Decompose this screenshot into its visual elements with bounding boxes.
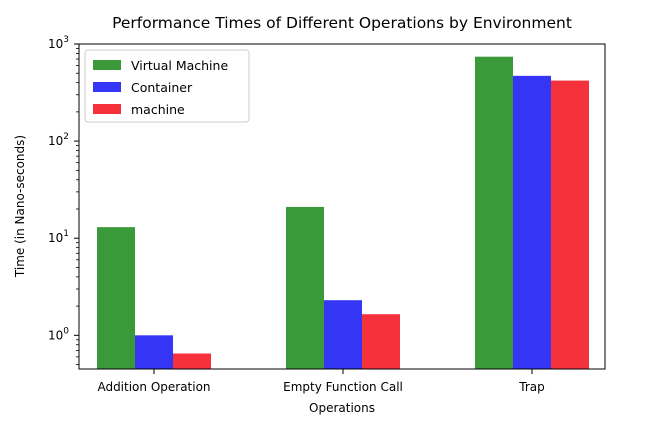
bar-container-0 — [135, 335, 173, 369]
x-tick-label-0: Addition Operation — [97, 380, 210, 394]
bar-virtual-machine-2 — [475, 56, 513, 369]
bar-virtual-machine-1 — [286, 206, 324, 369]
bars-group — [97, 56, 589, 370]
bar-virtual-machine-0 — [97, 227, 135, 369]
plot-frame — [78, 43, 606, 370]
bar-machine-2 — [551, 80, 589, 370]
y-tick-label-2: 102 — [48, 132, 69, 148]
legend: Virtual Machine Container machine — [84, 49, 250, 123]
y-axis-label: Time (in Nano-seconds) — [13, 135, 27, 278]
legend-label-1: Container — [131, 80, 193, 95]
y-axis: 100 101 102 103 — [48, 35, 79, 365]
x-axis-label: Operations — [309, 401, 375, 415]
x-tick-label-1: Empty Function Call — [283, 380, 403, 394]
bar-container-2 — [513, 75, 551, 370]
legend-box — [84, 49, 250, 123]
bar-machine-1 — [362, 314, 400, 369]
y-tick-label-3: 103 — [48, 35, 69, 51]
legend-swatch-0 — [93, 60, 121, 70]
x-axis: Addition Operation Empty Function Call Tra… — [97, 369, 545, 394]
chart-title: Performance Times of Different Operation… — [112, 14, 572, 32]
legend-swatch-1 — [93, 82, 121, 92]
legend-label-2: machine — [131, 102, 185, 117]
legend-swatch-2 — [93, 104, 121, 114]
bar-container-1 — [324, 300, 362, 369]
y-tick-label-0: 100 — [48, 326, 69, 342]
bar-machine-0 — [173, 353, 211, 369]
x-tick-label-2: Trap — [518, 380, 544, 394]
y-tick-label-1: 101 — [48, 229, 69, 245]
legend-label-0: Virtual Machine — [131, 58, 228, 73]
